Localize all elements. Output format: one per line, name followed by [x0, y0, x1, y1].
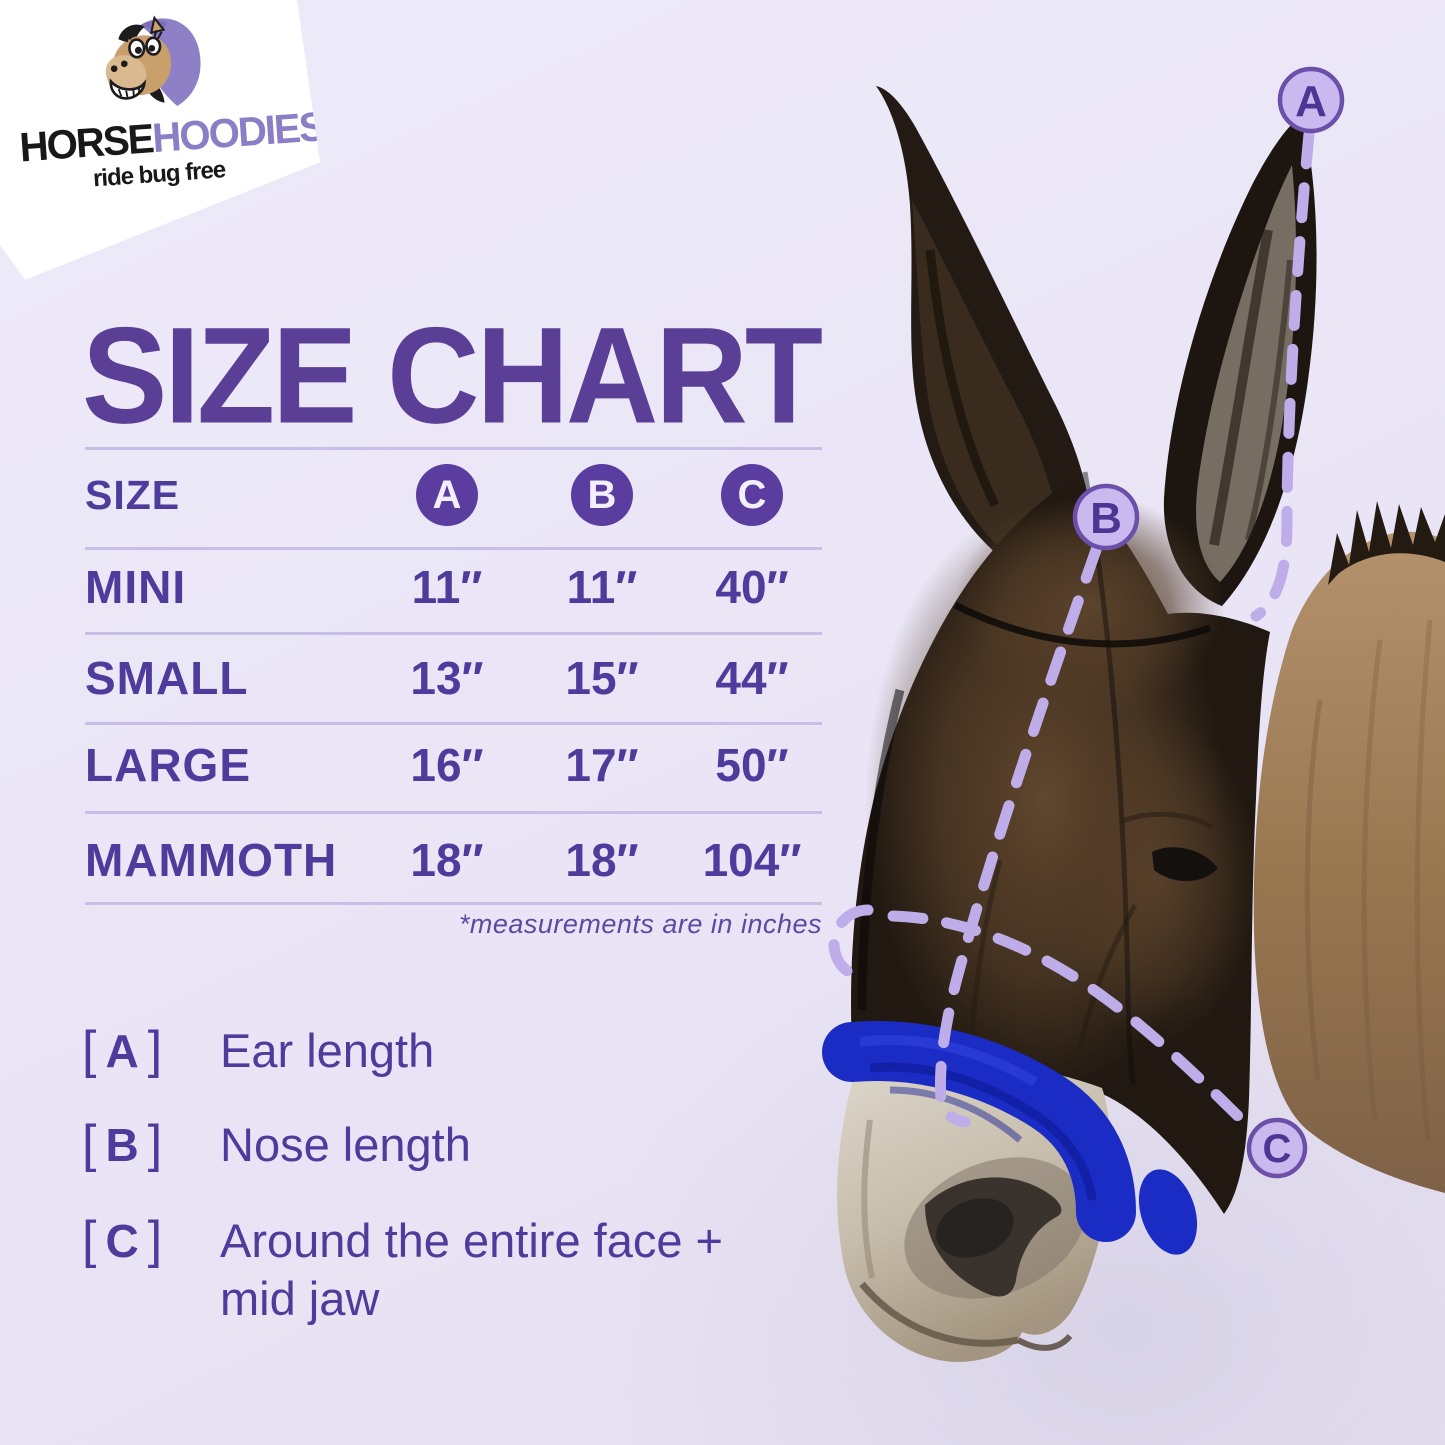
legend-key-a: [A] [82, 1021, 163, 1079]
donkey-mane [1328, 501, 1445, 585]
column-header-size: SIZE [85, 471, 181, 518]
value-b: 18″ [565, 834, 639, 886]
divider [85, 902, 822, 905]
value-c: 104″ [702, 834, 802, 886]
divider [85, 632, 822, 635]
marker-b-label: B [1090, 494, 1122, 543]
brand-logo: HORSEHOODIES ride bug free [8, 4, 320, 198]
legend-key-b: [B] [82, 1115, 163, 1173]
donkey-right-ear [1163, 115, 1317, 606]
table-row-large: LARGE 16″ 17″ 50″ [85, 734, 822, 796]
legend-label-c: Around the entire face + mid jaw [220, 1214, 723, 1325]
donkey-muzzle [837, 1060, 1111, 1362]
legend-item-b: [B] Nose length [82, 1115, 780, 1175]
measurement-lines [828, 128, 1315, 1130]
marker-c: C [1246, 1117, 1308, 1179]
value-b: 17″ [565, 739, 639, 791]
divider [85, 547, 822, 550]
table-row-mammoth: MAMMOTH 18″ 18″ 104″ [85, 829, 822, 891]
size-label: MAMMOTH [85, 834, 338, 886]
value-a: 13″ [410, 652, 484, 704]
measurement-markers: A B C [1072, 66, 1345, 1179]
value-c: 44″ [715, 652, 789, 704]
divider [85, 722, 822, 725]
table-row-small: SMALL 13″ 15″ 44″ [85, 647, 822, 709]
measure-line-a [1250, 128, 1315, 622]
column-header-b-badge: B [571, 464, 633, 526]
value-b: 15″ [565, 652, 639, 704]
donkey-neck [1253, 501, 1445, 1193]
table-header-row: SIZE A B C [85, 462, 822, 528]
measure-line-c [887, 910, 1252, 1130]
measure-line-c-start [828, 904, 874, 984]
marker-b: B [1072, 483, 1140, 551]
legend-label-b: Nose length [220, 1118, 471, 1171]
value-c: 40″ [715, 561, 789, 613]
divider [85, 811, 822, 814]
value-b: 11″ [566, 561, 638, 613]
size-label: SMALL [85, 652, 249, 704]
legend-item-a: [A] Ear length [82, 1021, 780, 1081]
legend-label-a: Ear length [220, 1024, 435, 1077]
divider [85, 447, 822, 450]
measure-line-b [934, 544, 1102, 1128]
legend-item-c: [C] Around the entire face + mid jaw [82, 1211, 780, 1328]
value-a: 11″ [411, 561, 483, 613]
page-title: SIZE CHART [82, 299, 823, 453]
marker-a: A [1277, 66, 1345, 134]
marker-c-label: C [1263, 1127, 1292, 1171]
column-header-c-badge: C [721, 464, 783, 526]
horse-mascot-icon [105, 15, 201, 106]
donkey-eye [1152, 847, 1218, 882]
value-a: 18″ [410, 834, 484, 886]
size-label: LARGE [85, 739, 251, 791]
value-c: 50″ [715, 739, 789, 791]
table-row-mini: MINI 11″ 11″ 40″ [85, 556, 822, 618]
column-header-a-badge: A [416, 464, 478, 526]
legend-key-c: [C] [82, 1211, 163, 1269]
marker-a-label: A [1295, 77, 1327, 126]
size-label: MINI [85, 561, 187, 613]
donkey-left-ear [876, 86, 1094, 583]
donkey-head-mask [851, 471, 1270, 1214]
fly-mask-blue-trim [822, 1021, 1198, 1255]
measurements-note: *measurements are in inches [458, 909, 822, 939]
value-a: 16″ [410, 739, 484, 791]
brand-name-part1: HORSE [18, 115, 155, 171]
